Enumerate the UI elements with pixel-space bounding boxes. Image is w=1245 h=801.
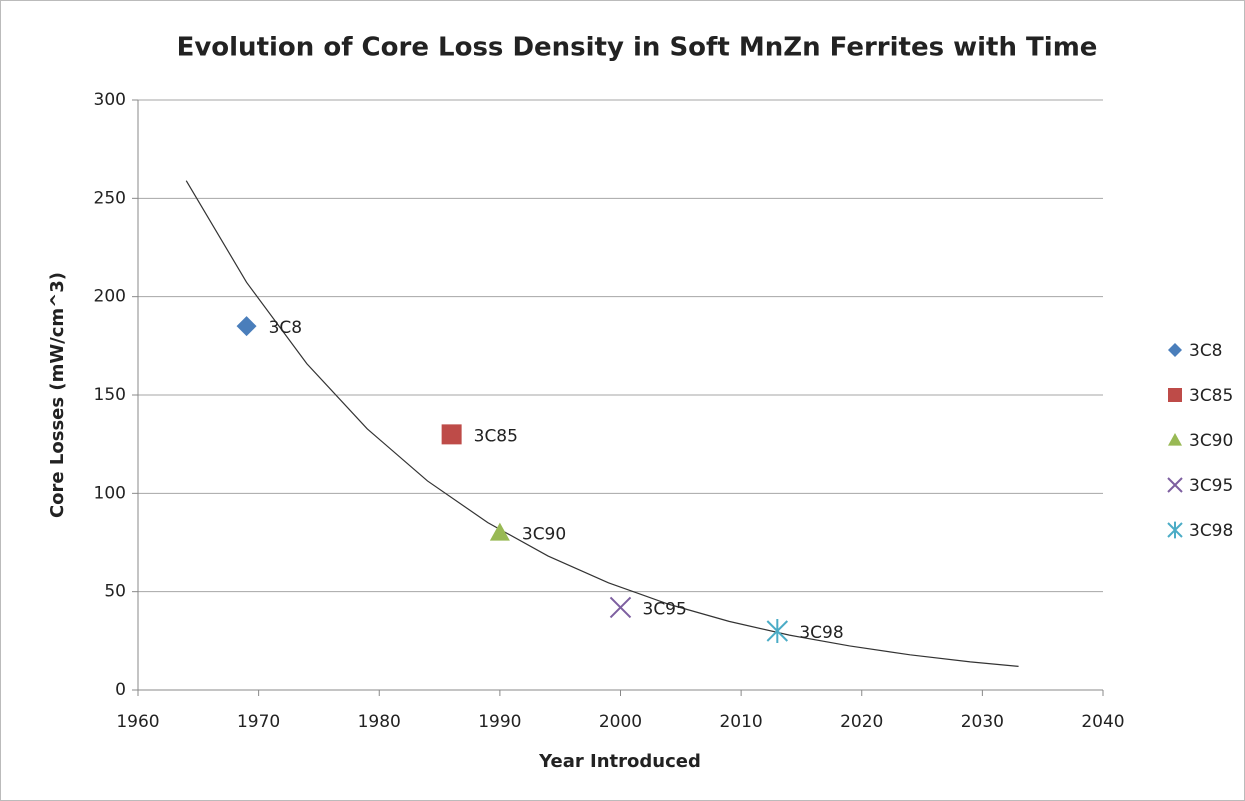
data-label: 3C90 (522, 525, 566, 545)
y-tick-label: 250 (94, 188, 126, 208)
x-tick-label: 1960 (116, 712, 159, 732)
x-tick-label: 2030 (961, 712, 1004, 732)
data-point (766, 619, 789, 643)
data-label: 3C85 (474, 426, 518, 446)
data-point (489, 522, 510, 541)
legend-label: 3C8 (1189, 341, 1223, 361)
data-point (441, 424, 462, 445)
legend-marker (1168, 433, 1182, 446)
y-tick-label: 200 (94, 287, 126, 307)
x-axis-title: Year Introduced (538, 751, 701, 772)
legend-label: 3C98 (1189, 521, 1233, 541)
legend-label: 3C90 (1189, 431, 1233, 451)
data-point (609, 596, 632, 619)
x-tick-label: 1970 (237, 712, 280, 732)
y-tick-label: 0 (115, 680, 126, 700)
x-tick-label: 1990 (478, 712, 521, 732)
x-tick-label: 2040 (1081, 712, 1124, 732)
data-point (236, 316, 257, 337)
trendline (185, 180, 1019, 667)
y-tick-label: 100 (94, 483, 126, 503)
chart-title: Evolution of Core Loss Density in Soft M… (177, 33, 1098, 63)
y-tick-label: 300 (94, 90, 126, 110)
x-tick-label: 1980 (358, 712, 401, 732)
x-tick-label: 2010 (719, 712, 762, 732)
x-tick-label: 2020 (840, 712, 883, 732)
legend-marker (1168, 388, 1182, 402)
data-label: 3C98 (799, 623, 843, 643)
x-tick-label: 2000 (599, 712, 642, 732)
legend-marker (1168, 343, 1182, 357)
legend-label: 3C95 (1189, 476, 1233, 496)
y-tick-label: 150 (94, 385, 126, 405)
data-label: 3C95 (643, 599, 687, 619)
data-label: 3C8 (269, 318, 303, 338)
legend-label: 3C85 (1189, 386, 1233, 406)
y-axis-title: Core Losses (mW/cm^3) (47, 272, 68, 518)
legend-marker (1167, 477, 1183, 493)
legend-marker (1167, 521, 1183, 539)
y-tick-label: 50 (104, 582, 126, 602)
